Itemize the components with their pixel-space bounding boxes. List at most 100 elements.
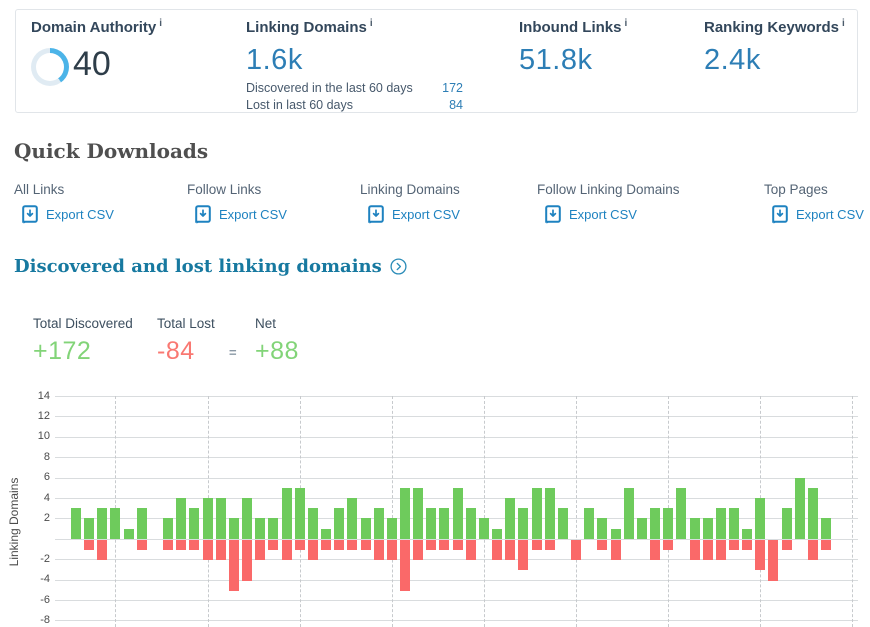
discovered-bar[interactable]: [176, 498, 187, 539]
export-csv-label[interactable]: Export CSV: [796, 207, 864, 222]
discovered-bar[interactable]: [465, 508, 476, 539]
discovered-bar[interactable]: [650, 508, 661, 539]
discovered-bar[interactable]: [97, 508, 108, 539]
lost-bar[interactable]: [544, 539, 555, 550]
discovered-bar[interactable]: [794, 477, 805, 539]
info-icon[interactable]: i: [159, 18, 163, 29]
discovered-bar[interactable]: [518, 508, 529, 539]
discovered-bar[interactable]: [439, 508, 450, 539]
lost-bar[interactable]: [807, 539, 818, 561]
discovered-bar[interactable]: [584, 508, 595, 539]
discovered-bar[interactable]: [663, 508, 674, 539]
discovered-bar[interactable]: [228, 518, 239, 539]
info-icon[interactable]: i: [624, 18, 628, 29]
discovered-bar[interactable]: [294, 487, 305, 539]
discovered-bar[interactable]: [360, 518, 371, 539]
lost-bar[interactable]: [386, 539, 397, 561]
discovered-bar[interactable]: [123, 528, 134, 539]
discovered-bar[interactable]: [492, 528, 503, 539]
lost-bar[interactable]: [215, 539, 226, 561]
discovered-bar[interactable]: [742, 528, 753, 539]
lost-bar[interactable]: [768, 539, 779, 581]
lost-bar[interactable]: [597, 539, 608, 550]
lost-bar[interactable]: [492, 539, 503, 561]
discovered-bar[interactable]: [189, 508, 200, 539]
lost-bar[interactable]: [439, 539, 450, 550]
lost-bar[interactable]: [281, 539, 292, 561]
discovered-bar[interactable]: [676, 487, 687, 539]
lost-bar[interactable]: [465, 539, 476, 561]
discovered-bar[interactable]: [636, 518, 647, 539]
lost-bar[interactable]: [729, 539, 739, 550]
discovered-bar[interactable]: [505, 498, 516, 539]
discovered-bar[interactable]: [623, 487, 634, 539]
lost-bar[interactable]: [715, 539, 726, 561]
discovered-bar[interactable]: [268, 518, 279, 539]
lost-bar[interactable]: [689, 539, 700, 561]
export-csv-button[interactable]: Export CSV: [772, 205, 864, 224]
lost-bar[interactable]: [360, 539, 371, 550]
discovered-bar[interactable]: [544, 487, 555, 539]
info-icon[interactable]: i: [842, 18, 845, 29]
lost-bar[interactable]: [426, 539, 437, 550]
lost-bar[interactable]: [176, 539, 187, 550]
discovered-bar[interactable]: [307, 508, 318, 539]
lost-bar[interactable]: [531, 539, 542, 550]
lost-bar[interactable]: [334, 539, 345, 550]
lost-bar[interactable]: [136, 539, 147, 550]
lost-bar[interactable]: [97, 539, 108, 561]
export-csv-button[interactable]: Export CSV: [545, 205, 680, 224]
lost-bar[interactable]: [307, 539, 318, 561]
lost-bar[interactable]: [702, 539, 713, 561]
discovered-bar[interactable]: [163, 518, 174, 539]
lost-bar[interactable]: [518, 539, 529, 571]
discovered-bar[interactable]: [821, 518, 832, 539]
discovered-bar[interactable]: [215, 498, 226, 539]
discovered-bar[interactable]: [136, 508, 147, 539]
lost-bar[interactable]: [610, 539, 621, 561]
discovered-bar[interactable]: [478, 518, 489, 539]
lost-bar[interactable]: [821, 539, 832, 550]
discovered-bar[interactable]: [702, 518, 713, 539]
discovered-bar[interactable]: [689, 518, 700, 539]
discovered-bar[interactable]: [255, 518, 266, 539]
lost-bar[interactable]: [163, 539, 174, 550]
discovered-bar[interactable]: [531, 487, 542, 539]
lost-bar[interactable]: [242, 539, 253, 581]
discovered-bar[interactable]: [347, 498, 358, 539]
discovered-bar[interactable]: [84, 518, 95, 539]
discovered-bar[interactable]: [426, 508, 437, 539]
lost-bar[interactable]: [650, 539, 661, 561]
lost-bar[interactable]: [294, 539, 305, 550]
discovered-bar[interactable]: [321, 528, 332, 539]
discovered-bar[interactable]: [610, 528, 621, 539]
discovered-bar[interactable]: [781, 508, 792, 539]
export-csv-button[interactable]: Export CSV: [195, 205, 287, 224]
discovered-bar[interactable]: [386, 518, 397, 539]
lost-bar[interactable]: [321, 539, 332, 550]
lost-bar[interactable]: [84, 539, 95, 550]
export-csv-label[interactable]: Export CSV: [392, 207, 460, 222]
lost-bar[interactable]: [202, 539, 213, 561]
stat-detail-value[interactable]: 84: [449, 98, 463, 112]
lost-bar[interactable]: [189, 539, 200, 550]
discovered-bar[interactable]: [729, 508, 739, 539]
lost-bar[interactable]: [268, 539, 279, 550]
discovered-bar[interactable]: [452, 487, 463, 539]
info-icon[interactable]: i: [369, 18, 373, 29]
discovered-bar[interactable]: [807, 487, 818, 539]
discovered-bar[interactable]: [597, 518, 608, 539]
discovered-bar[interactable]: [110, 508, 121, 539]
discovered-bar[interactable]: [755, 498, 766, 539]
lost-bar[interactable]: [571, 539, 582, 561]
export-csv-button[interactable]: Export CSV: [368, 205, 460, 224]
discovered-bar[interactable]: [715, 508, 726, 539]
discovered-bar[interactable]: [242, 498, 253, 539]
chevron-right-circle-icon[interactable]: [390, 258, 407, 275]
discovered-bar[interactable]: [373, 508, 384, 539]
lost-bar[interactable]: [452, 539, 463, 550]
discovered-bar[interactable]: [413, 487, 424, 539]
discovered-bar[interactable]: [281, 487, 292, 539]
lost-bar[interactable]: [228, 539, 239, 591]
lost-bar[interactable]: [742, 539, 753, 550]
